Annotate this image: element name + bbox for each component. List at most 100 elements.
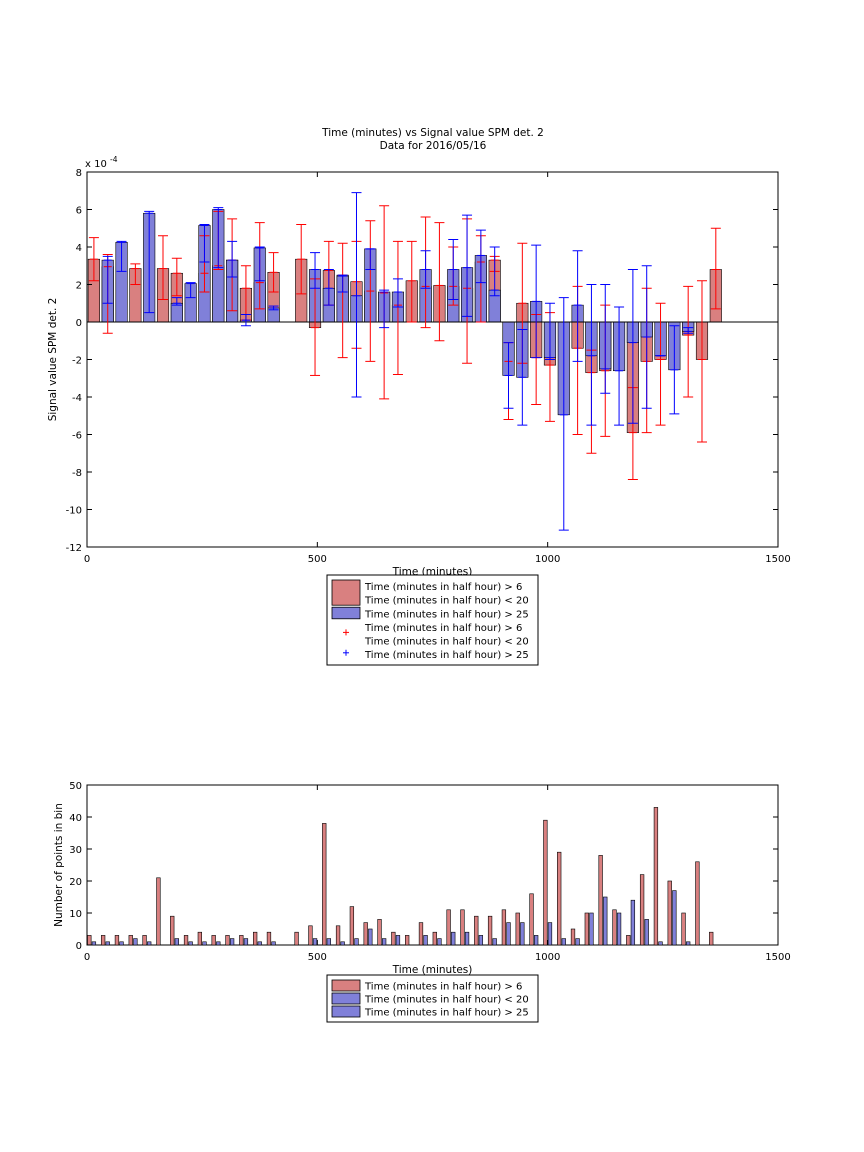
count-bar-blue-26 bbox=[506, 922, 511, 946]
count-bar-red-17 bbox=[335, 925, 341, 946]
count-bar-blue-4 bbox=[147, 941, 152, 946]
legend-label-0-line1: Time (minutes in half hour) > 6 bbox=[364, 582, 522, 593]
count-bar-blue-7 bbox=[202, 941, 207, 946]
x-tick-label-1: 500 bbox=[308, 952, 327, 963]
count-bar-red-21 bbox=[391, 931, 396, 946]
count-bar-blue-19 bbox=[395, 935, 401, 946]
count-bar-blue-29 bbox=[547, 922, 553, 946]
count-bar-red-0 bbox=[87, 935, 92, 946]
count-bar-red-42 bbox=[681, 912, 686, 946]
legend-box bbox=[326, 974, 539, 1023]
count-bar-red-20 bbox=[377, 919, 382, 946]
count-bar-blue-28 bbox=[534, 935, 539, 946]
count-bar-red-32 bbox=[543, 819, 548, 946]
legend-swatch-1 bbox=[331, 606, 361, 620]
signal-chart-legend: Time (minutes in half hour) > 6 Time (min… bbox=[326, 574, 539, 666]
count-bar-red-4 bbox=[142, 935, 147, 946]
count-bar-red-29 bbox=[501, 909, 507, 946]
count-bar-blue-38 bbox=[672, 890, 677, 946]
count-bar-red-5 bbox=[156, 877, 161, 946]
count-bar-red-1 bbox=[100, 935, 106, 946]
legend-label-1-line1: Time (minutes in half hour) > 25 bbox=[364, 609, 529, 620]
count-bar-red-15 bbox=[308, 925, 313, 946]
legend-swatch-1 bbox=[331, 992, 361, 1005]
count-bar-blue-14 bbox=[326, 938, 331, 946]
count-bar-red-3 bbox=[128, 935, 133, 946]
count-bar-red-40 bbox=[653, 807, 659, 946]
count-bar-blue-18 bbox=[381, 938, 387, 946]
legend-box bbox=[326, 574, 539, 666]
count-bar-red-31 bbox=[529, 893, 534, 946]
count-bar-blue-12 bbox=[271, 941, 276, 946]
y-tick-label-6: 0 bbox=[76, 318, 82, 329]
x-tick-label-3: 1500 bbox=[765, 554, 790, 565]
count-bar-red-25 bbox=[446, 909, 451, 946]
legend-swatch-2 bbox=[331, 1005, 361, 1018]
y-tick-label-4: -4 bbox=[72, 393, 82, 404]
count-bar-blue-35 bbox=[630, 899, 636, 946]
x-tick-label-0: 0 bbox=[84, 952, 90, 963]
count-bar-red-35 bbox=[584, 912, 589, 946]
count-bar-red-16 bbox=[322, 823, 327, 946]
legend-label-0-line2: Time (minutes in half hour) < 20 bbox=[364, 596, 529, 607]
count-bar-red-41 bbox=[667, 880, 672, 946]
x-tick-label-0: 0 bbox=[84, 554, 90, 565]
count-bar-blue-33 bbox=[603, 896, 608, 946]
count-bar-blue-2 bbox=[119, 941, 124, 946]
count-bar-blue-25 bbox=[492, 938, 497, 946]
count-bar-red-6 bbox=[170, 915, 175, 946]
count-bar-red-43 bbox=[695, 861, 700, 946]
count-bar-red-23 bbox=[418, 922, 424, 946]
y-tick-label-2: 20 bbox=[69, 877, 82, 888]
count-bar-blue-1 bbox=[105, 941, 110, 946]
x-tick-label-2: 1000 bbox=[535, 952, 560, 963]
legend-label-2-line1: Time (minutes in half hour) > 25 bbox=[364, 1008, 529, 1019]
count-bar-blue-3 bbox=[133, 938, 138, 946]
count-bar-red-2 bbox=[114, 935, 120, 946]
count-bar-blue-39 bbox=[686, 941, 691, 946]
bar-blue-3 bbox=[170, 302, 183, 323]
y-tick-label-5: 50 bbox=[69, 781, 82, 792]
count-bar-blue-34 bbox=[616, 912, 622, 946]
count-chart-legend: Time (minutes in half hour) > 6 Time (min… bbox=[326, 974, 539, 1023]
count-bar-blue-36 bbox=[644, 919, 649, 946]
y-tick-label-9: 6 bbox=[76, 206, 82, 217]
count-bar-blue-22 bbox=[451, 931, 456, 946]
count-bar-red-28 bbox=[487, 915, 493, 946]
count-bar-blue-0 bbox=[91, 941, 97, 946]
count-bar-red-33 bbox=[557, 851, 562, 946]
legend-label-0-line1: Time (minutes in half hour) > 6 bbox=[364, 982, 522, 993]
y-tick-label-8: 4 bbox=[76, 243, 82, 254]
count-bar-blue-21 bbox=[437, 938, 442, 946]
count-bar-blue-13 bbox=[312, 938, 318, 946]
legend-swatch-0 bbox=[331, 979, 361, 992]
x-axis-label: Time (minutes) bbox=[392, 964, 473, 976]
count-bar-blue-9 bbox=[229, 938, 235, 946]
count-bar-red-14 bbox=[294, 931, 299, 946]
count-bar-red-30 bbox=[515, 912, 520, 946]
count-bar-blue-32 bbox=[589, 912, 594, 946]
y-multiplier-label: x 10 bbox=[85, 159, 107, 170]
count-bar-red-8 bbox=[197, 931, 203, 946]
y-axis-label: Number of points in bin bbox=[53, 803, 65, 927]
legend-label-2-line1: Time (minutes in half hour) > 6 bbox=[364, 623, 522, 634]
chart-subtitle: Data for 2016/05/16 bbox=[380, 140, 487, 152]
count-bar-blue-27 bbox=[520, 922, 525, 946]
count-bar-red-7 bbox=[183, 935, 189, 946]
y-axis-label: Signal value SPM det. 2 bbox=[47, 298, 59, 422]
count-bar-blue-30 bbox=[561, 938, 566, 946]
y-tick-label-0: 0 bbox=[76, 941, 82, 952]
count-bar-red-9 bbox=[211, 935, 216, 946]
count-bar-blue-24 bbox=[478, 935, 484, 946]
count-bar-red-11 bbox=[239, 935, 244, 946]
legend-label-2-line2: Time (minutes in half hour) < 20 bbox=[364, 637, 529, 648]
count-bar-red-24 bbox=[432, 931, 437, 946]
count-bar-red-44 bbox=[709, 931, 714, 946]
count-bar-blue-20 bbox=[423, 935, 428, 946]
y-tick-label-1: 10 bbox=[69, 909, 82, 920]
count-bar-blue-23 bbox=[464, 931, 470, 946]
y-tick-label-2: -8 bbox=[72, 468, 82, 479]
count-bar-red-26 bbox=[460, 909, 465, 946]
